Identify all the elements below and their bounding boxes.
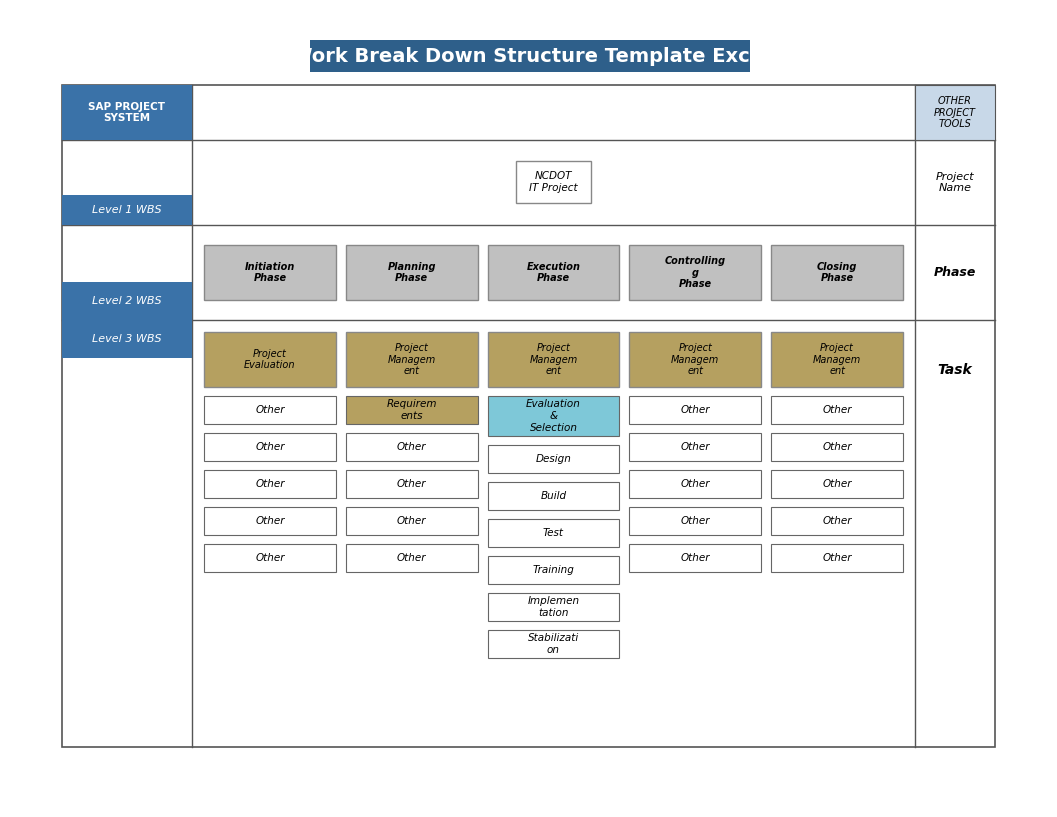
FancyBboxPatch shape xyxy=(487,519,619,547)
Text: Controlling
g
Phase: Controlling g Phase xyxy=(665,256,726,289)
FancyBboxPatch shape xyxy=(487,332,619,387)
FancyBboxPatch shape xyxy=(204,245,336,300)
FancyBboxPatch shape xyxy=(772,332,903,387)
Text: Stabilizati
on: Stabilizati on xyxy=(527,633,579,654)
Text: Implemen
tation: Implemen tation xyxy=(527,596,579,618)
Text: Other: Other xyxy=(681,405,710,415)
Text: Other: Other xyxy=(397,516,426,526)
FancyBboxPatch shape xyxy=(487,396,619,436)
FancyBboxPatch shape xyxy=(310,40,750,72)
Text: Other: Other xyxy=(255,553,284,563)
FancyBboxPatch shape xyxy=(346,332,478,387)
Text: Training: Training xyxy=(533,565,574,575)
FancyBboxPatch shape xyxy=(62,320,192,358)
Text: Test: Test xyxy=(543,528,564,538)
FancyBboxPatch shape xyxy=(204,544,336,572)
Text: Project
Managem
ent: Project Managem ent xyxy=(530,343,577,376)
Text: Build: Build xyxy=(540,491,567,501)
FancyBboxPatch shape xyxy=(629,544,761,572)
Text: Other: Other xyxy=(681,442,710,452)
FancyBboxPatch shape xyxy=(62,282,192,320)
FancyBboxPatch shape xyxy=(62,195,192,225)
Text: Other: Other xyxy=(255,516,284,526)
FancyBboxPatch shape xyxy=(772,507,903,535)
Text: Project
Managem
ent: Project Managem ent xyxy=(671,343,720,376)
FancyBboxPatch shape xyxy=(487,593,619,621)
FancyBboxPatch shape xyxy=(516,161,591,203)
Text: Requirem
ents: Requirem ents xyxy=(387,400,437,421)
FancyBboxPatch shape xyxy=(346,245,478,300)
FancyBboxPatch shape xyxy=(487,482,619,510)
Text: Level 3 WBS: Level 3 WBS xyxy=(92,334,162,344)
FancyBboxPatch shape xyxy=(62,85,192,140)
FancyBboxPatch shape xyxy=(772,396,903,424)
Text: Evaluation
&
Selection: Evaluation & Selection xyxy=(526,400,581,432)
FancyBboxPatch shape xyxy=(204,433,336,461)
Text: Other: Other xyxy=(822,479,852,489)
FancyBboxPatch shape xyxy=(772,544,903,572)
Text: Other: Other xyxy=(255,405,284,415)
Text: Work Break Down Structure Template Excel: Work Break Down Structure Template Excel xyxy=(291,47,769,65)
Text: Project
Evaluation: Project Evaluation xyxy=(244,349,296,370)
Text: Other: Other xyxy=(822,405,852,415)
Text: Planning
Phase: Planning Phase xyxy=(388,261,435,283)
FancyBboxPatch shape xyxy=(629,332,761,387)
FancyBboxPatch shape xyxy=(629,245,761,300)
FancyBboxPatch shape xyxy=(772,470,903,498)
FancyBboxPatch shape xyxy=(204,470,336,498)
FancyBboxPatch shape xyxy=(487,556,619,584)
FancyBboxPatch shape xyxy=(772,433,903,461)
Text: Closing
Phase: Closing Phase xyxy=(817,261,857,283)
FancyBboxPatch shape xyxy=(629,507,761,535)
FancyBboxPatch shape xyxy=(204,507,336,535)
Text: Other: Other xyxy=(255,442,284,452)
FancyBboxPatch shape xyxy=(772,245,903,300)
Text: Level 2 WBS: Level 2 WBS xyxy=(92,296,162,306)
Text: Project
Name: Project Name xyxy=(935,172,975,194)
FancyBboxPatch shape xyxy=(487,630,619,658)
Text: Task: Task xyxy=(938,363,972,377)
Text: NCDOT
IT Project: NCDOT IT Project xyxy=(530,172,578,193)
Text: Design: Design xyxy=(536,454,572,464)
Text: Other: Other xyxy=(397,553,426,563)
FancyBboxPatch shape xyxy=(487,445,619,473)
FancyBboxPatch shape xyxy=(915,85,995,140)
FancyBboxPatch shape xyxy=(629,433,761,461)
FancyBboxPatch shape xyxy=(346,507,478,535)
FancyBboxPatch shape xyxy=(346,396,478,424)
FancyBboxPatch shape xyxy=(204,396,336,424)
Text: Other: Other xyxy=(681,553,710,563)
FancyBboxPatch shape xyxy=(629,396,761,424)
Text: Other: Other xyxy=(397,479,426,489)
Text: SAP PROJECT
SYSTEM: SAP PROJECT SYSTEM xyxy=(89,101,166,123)
Text: Other: Other xyxy=(681,516,710,526)
Text: Other: Other xyxy=(822,553,852,563)
Text: Execution
Phase: Execution Phase xyxy=(526,261,580,283)
FancyBboxPatch shape xyxy=(62,85,995,747)
Text: Project
Managem
ent: Project Managem ent xyxy=(813,343,861,376)
FancyBboxPatch shape xyxy=(346,544,478,572)
FancyBboxPatch shape xyxy=(487,245,619,300)
FancyBboxPatch shape xyxy=(346,433,478,461)
Text: Other: Other xyxy=(255,479,284,489)
Text: Initiation
Phase: Initiation Phase xyxy=(245,261,295,283)
Text: Other: Other xyxy=(822,516,852,526)
FancyBboxPatch shape xyxy=(629,470,761,498)
Text: Other: Other xyxy=(822,442,852,452)
FancyBboxPatch shape xyxy=(204,332,336,387)
Text: Other: Other xyxy=(681,479,710,489)
Text: OTHER
PROJECT
TOOLS: OTHER PROJECT TOOLS xyxy=(934,96,976,129)
FancyBboxPatch shape xyxy=(346,470,478,498)
Text: Project
Managem
ent: Project Managem ent xyxy=(388,343,435,376)
Text: Phase: Phase xyxy=(933,266,977,279)
Text: Other: Other xyxy=(397,442,426,452)
Text: Level 1 WBS: Level 1 WBS xyxy=(92,205,162,215)
